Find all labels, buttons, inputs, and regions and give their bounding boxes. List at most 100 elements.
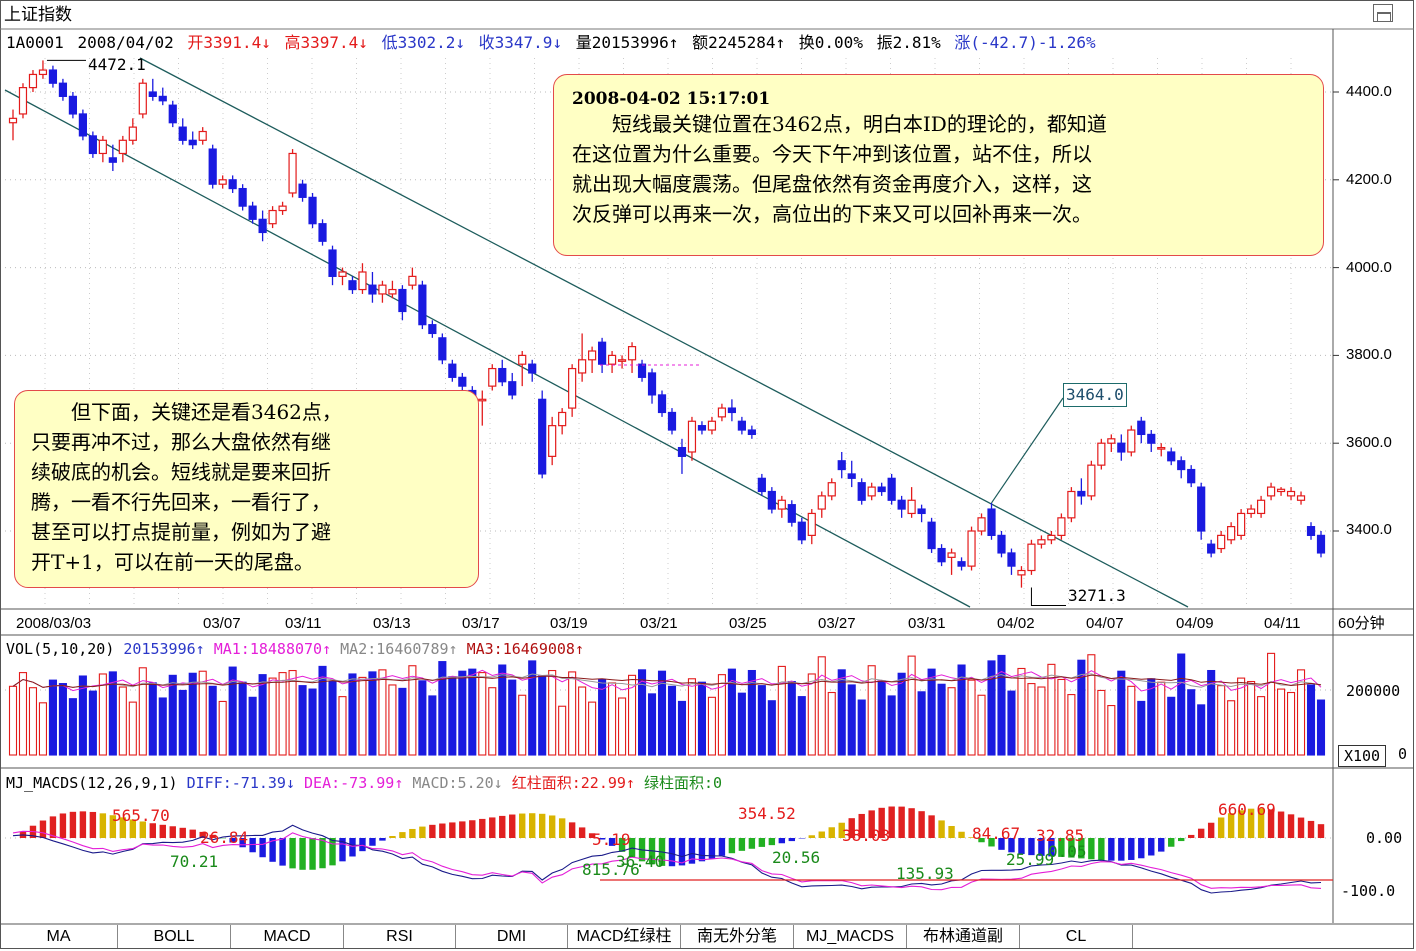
- macd-bar: [89, 811, 97, 838]
- volume-bar: [777, 665, 786, 756]
- note-line: 就出现大幅度震荡。但尾盘依然有资金再度介入，这样，这: [572, 172, 1092, 196]
- macd-bar: [758, 838, 766, 847]
- tab-tick-detail[interactable]: 南无外分笔: [681, 925, 794, 948]
- macd-bar: [1128, 838, 1135, 860]
- indicator-tab-bar: MA BOLL MACD RSI DMI MACD红绿柱 南无外分笔 MJ_MA…: [0, 925, 1414, 949]
- macd-red-area: 红柱面积:22.99↑: [511, 774, 635, 792]
- macd-bar: [548, 815, 556, 838]
- window-title: 上证指数: [4, 5, 72, 24]
- volume-bar: [628, 674, 637, 756]
- macd-bar: [239, 838, 246, 848]
- volume-bar: [1087, 654, 1096, 756]
- volume-bar: [1037, 686, 1046, 756]
- tab-rsi[interactable]: RSI: [344, 925, 456, 948]
- tab-boll[interactable]: BOLL: [118, 925, 231, 948]
- macd-bar: [688, 838, 696, 864]
- macd-bar: [1138, 838, 1145, 859]
- volume-bar: [787, 680, 796, 756]
- candle-body: [238, 187, 247, 207]
- volume-bar: [478, 672, 487, 756]
- volume-bar: [578, 686, 587, 756]
- volume-bar: [598, 678, 607, 756]
- volume-bar: [58, 683, 67, 756]
- volume-bar: [927, 668, 936, 756]
- volume-bar: [1177, 653, 1186, 756]
- volume-tick: 0: [1398, 745, 1408, 763]
- date-tick: 03/19: [550, 615, 588, 632]
- candle-body: [1296, 495, 1306, 501]
- candle-body: [228, 179, 237, 190]
- tab-ma[interactable]: MA: [0, 925, 118, 948]
- macd-bar: [748, 838, 756, 849]
- macd-bar: [299, 838, 306, 870]
- tab-bollinger-sub[interactable]: 布林通道副: [907, 925, 1020, 948]
- candle-body: [617, 359, 627, 362]
- volume-bar: [398, 687, 407, 756]
- candle-body: [637, 363, 647, 378]
- date-tick: 03/25: [729, 615, 767, 632]
- note-line: 在这位置为什么重要。今天下午冲到该位置，站不住，所以: [572, 142, 1092, 166]
- volume-bar: [747, 669, 756, 756]
- volume-bar: [68, 698, 77, 756]
- date-tick: 03/11: [285, 615, 322, 632]
- price-tick: 3600.0: [1346, 434, 1392, 451]
- macd-bar: [1197, 828, 1205, 838]
- candle-body: [448, 363, 457, 378]
- candle-body: [498, 367, 507, 383]
- volume-bar: [368, 671, 377, 756]
- macd-area-label: 354.52: [738, 804, 796, 823]
- date-tick: 04/02: [997, 615, 1035, 632]
- volume-bar: [1017, 667, 1026, 756]
- candle-body: [68, 95, 78, 115]
- volume-bar: [987, 660, 996, 756]
- volume-bar: [38, 702, 48, 756]
- macd-bar: [1098, 838, 1105, 861]
- candle-body: [588, 350, 597, 361]
- macd-bar: [49, 816, 57, 838]
- macd-bar: [918, 811, 925, 838]
- period-label[interactable]: 60分钟: [1338, 615, 1385, 632]
- candle-body: [1197, 486, 1206, 532]
- macd-bar: [69, 811, 77, 838]
- candle-body: [1177, 460, 1186, 471]
- volume-bar: [1137, 700, 1146, 756]
- macd-bar: [1168, 838, 1175, 847]
- candle-body: [907, 499, 916, 515]
- volume-bar: [1286, 691, 1296, 756]
- price-tick: 4200.0: [1346, 171, 1392, 188]
- volume-bar: [697, 681, 706, 756]
- macd-bar: [788, 838, 796, 842]
- candle-body: [627, 346, 637, 361]
- candle-body: [1027, 543, 1036, 572]
- volume-bar: [817, 656, 826, 756]
- amount-value: 额2245284↑: [692, 33, 786, 52]
- tab-macd-bars[interactable]: MACD红绿柱: [568, 925, 681, 948]
- note-line: 开T+1，可以在前一天的尾盘。: [31, 550, 314, 574]
- candle-body: [607, 354, 617, 365]
- tab-dmi[interactable]: DMI: [456, 925, 568, 948]
- macd-bar: [958, 831, 965, 838]
- macd-bar: [968, 837, 975, 838]
- macd-bar: [598, 838, 606, 840]
- restore-window-icon[interactable]: [1373, 4, 1393, 22]
- candle-body: [877, 486, 886, 493]
- tab-macd[interactable]: MACD: [231, 925, 344, 948]
- high-price-mark: 4472.1: [88, 55, 146, 74]
- candle-body: [218, 179, 227, 185]
- tab-mj-macds[interactable]: MJ_MACDS: [794, 925, 907, 948]
- candle-body: [657, 394, 667, 414]
- tab-cl[interactable]: CL: [1020, 925, 1133, 948]
- date-tick: 03/27: [818, 615, 856, 632]
- volume-bar: [1047, 663, 1056, 756]
- volume-bar: [1217, 685, 1226, 756]
- macd-area-label: 25.99: [1006, 850, 1055, 869]
- volume-bar: [348, 673, 357, 756]
- low-price-mark: 3271.3: [1068, 586, 1126, 605]
- macd-bar: [878, 807, 885, 838]
- candle-body: [887, 477, 896, 501]
- macd-bar: [538, 813, 546, 838]
- macd-bar: [1277, 811, 1285, 838]
- macd-bar: [1187, 834, 1195, 838]
